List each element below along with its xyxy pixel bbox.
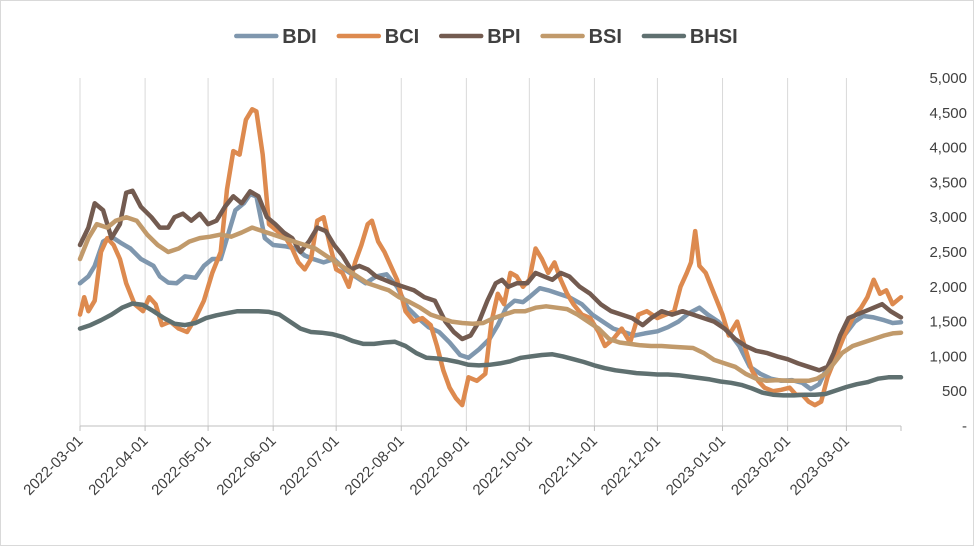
y-tick-label: 1,500 (929, 314, 967, 331)
series-lines (77, 107, 904, 408)
legend-label: BSI (589, 26, 622, 48)
legend-label: BPI (487, 26, 520, 48)
x-tick-label: 2022-11-01 (535, 433, 600, 498)
legend-item-bsi: BSI (540, 26, 622, 48)
y-tick-label: 500 (942, 383, 967, 400)
x-tick-label: 2022-05-01 (148, 433, 214, 499)
x-tick-label: 2022-07-01 (276, 433, 342, 499)
legend-item-bhsi: BHSI (641, 26, 738, 48)
y-tick-label: - (962, 418, 967, 435)
series-line-bsi (77, 214, 904, 384)
x-tick-label: 2022-12-01 (598, 433, 664, 499)
x-tick-label: 2022-04-01 (85, 433, 151, 499)
y-tick-label: 3,500 (929, 174, 967, 191)
legend-item-bpi: BPI (438, 26, 521, 48)
y-tick-label: 3,000 (929, 209, 967, 226)
x-tick-label: 2023-01-01 (663, 433, 729, 499)
legend-item-bci: BCI (336, 26, 419, 48)
x-tick-label: 2022-09-01 (407, 433, 473, 499)
x-tick-label: 2022-03-01 (20, 433, 86, 499)
series-line-bdi (77, 191, 904, 392)
y-tick-label: 1,000 (929, 348, 967, 365)
x-tick-label: 2022-06-01 (213, 433, 279, 499)
x-tick-label: 2023-02-01 (728, 433, 794, 499)
series-line-bci (77, 107, 904, 408)
legend-item-bdi: BDI (234, 26, 317, 48)
legend: BDI BCI BPI BSI BHSI (234, 26, 738, 48)
x-tick-label: 2022-08-01 (342, 433, 408, 499)
y-tick-label: 2,000 (929, 279, 967, 296)
y-tick-label: 2,500 (929, 244, 967, 261)
y-tick-label: 4,000 (929, 140, 967, 157)
y-axis-tick-labels: - 500 1,000 1,500 2,000 2,500 3,000 3,500 4,000 4… (929, 70, 967, 435)
series-line-bhsi (77, 301, 904, 398)
x-tick-label: 2023-03-01 (787, 433, 853, 499)
vertical-gridlines (79, 78, 847, 426)
y-tick-label: 4,500 (929, 105, 967, 122)
legend-label: BDI (282, 26, 316, 48)
y-tick-label: 5,000 (929, 70, 967, 87)
legend-label: BCI (385, 26, 419, 48)
x-tick-label: 2022-10-01 (470, 433, 536, 499)
x-axis-tick-labels: 2022-03-012022-04-012022-05-012022-06-01… (20, 433, 853, 499)
x-axis (79, 425, 902, 431)
series-line-bpi (77, 188, 904, 373)
legend-label: BHSI (690, 26, 738, 48)
